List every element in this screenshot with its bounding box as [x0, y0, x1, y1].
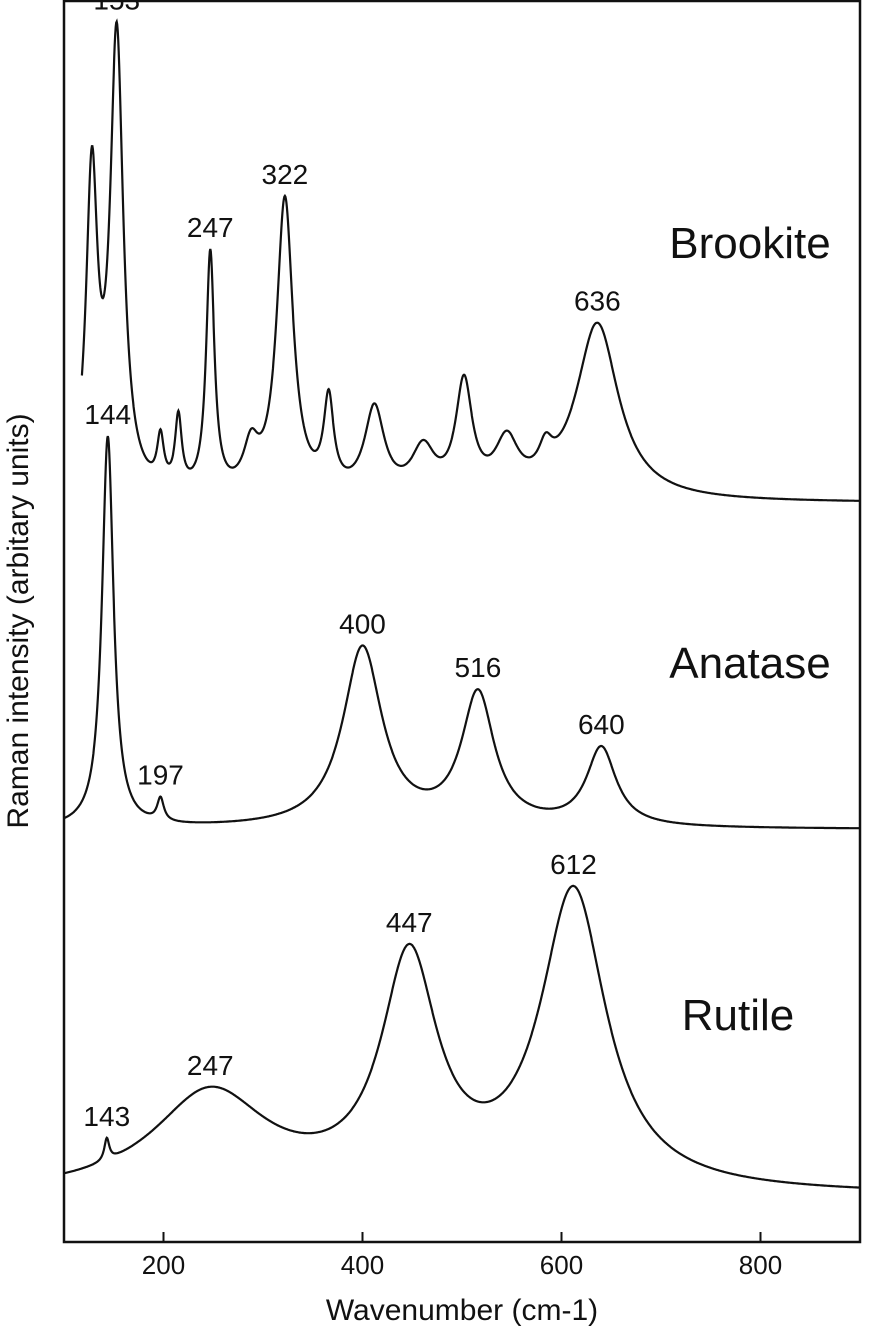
plot-frame — [62, 0, 862, 1244]
y-axis-label: Raman intensity (arbitary units) — [2, 413, 35, 828]
peak-label-anatase-197: 197 — [137, 760, 184, 791]
phase-label-brookite: Brookite — [669, 219, 830, 268]
x-tick-label-800: 800 — [739, 1250, 782, 1280]
peak-label-rutile-612: 612 — [550, 849, 597, 880]
x-axis-ticks: 200 400 600 800 — [142, 1232, 782, 1280]
peak-label-anatase-400: 400 — [339, 608, 386, 639]
series-line-anatase — [63, 435, 860, 830]
peak-label-brookite-153: 153 — [93, 0, 140, 16]
x-tick-label-400: 400 — [341, 1250, 384, 1280]
peak-label-anatase-516: 516 — [455, 652, 502, 683]
series-line-brookite — [80, 18, 860, 502]
peak-label-brookite-636: 636 — [574, 286, 621, 317]
x-tick-label-200: 200 — [142, 1250, 185, 1280]
series-line-rutile — [63, 884, 860, 1189]
peak-label-brookite-322: 322 — [262, 159, 309, 190]
peak-label-anatase-640: 640 — [578, 709, 625, 740]
phase-label-anatase: Anatase — [669, 639, 830, 688]
peak-label-anatase-144: 144 — [84, 399, 131, 430]
spectra-curves — [63, 18, 860, 1189]
x-tick-label-600: 600 — [540, 1250, 583, 1280]
phase-labels: Brookite Anatase Rutile — [669, 219, 830, 1040]
peak-labels: 153 247 322 636 144 197 400 516 640 143 247 447 612 — [83, 0, 624, 1132]
peak-label-rutile-143: 143 — [83, 1101, 130, 1132]
phase-label-rutile: Rutile — [682, 991, 795, 1040]
peak-label-rutile-247: 247 — [187, 1050, 234, 1081]
peak-label-brookite-247: 247 — [187, 212, 234, 243]
peak-label-rutile-447: 447 — [386, 907, 433, 938]
x-axis-label: Wavenumber (cm-1) — [326, 1294, 598, 1327]
